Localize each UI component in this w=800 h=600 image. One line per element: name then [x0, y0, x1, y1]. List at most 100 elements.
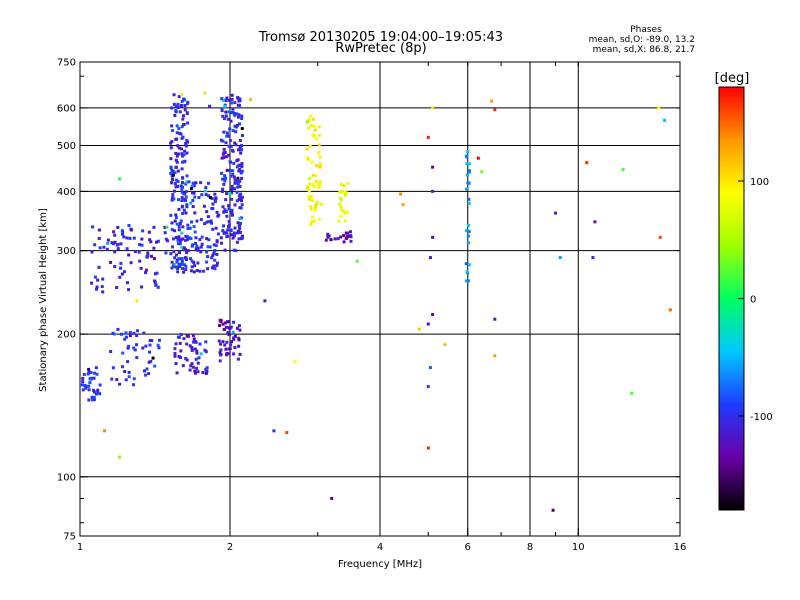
cluster-point — [191, 181, 195, 185]
cluster-point — [144, 271, 148, 275]
chart-title: Tromsø 20130205 19:04:00–19:05:43 — [258, 30, 503, 45]
cluster-point — [80, 383, 84, 387]
cluster-point — [233, 113, 237, 117]
cluster-point — [125, 236, 129, 240]
cluster-point — [184, 144, 188, 148]
cluster-point — [468, 162, 472, 166]
cluster-point — [92, 390, 96, 394]
cluster-point — [324, 238, 328, 242]
cluster-point — [182, 337, 186, 341]
cluster-point — [91, 225, 95, 229]
cluster-point — [317, 217, 321, 221]
cluster-point — [182, 160, 186, 164]
cluster-point — [96, 388, 100, 392]
cluster-point — [223, 104, 227, 108]
cluster-point — [220, 156, 224, 160]
cluster-point — [317, 150, 321, 154]
cluster-point — [181, 185, 185, 189]
scatter-point — [431, 106, 435, 110]
cluster-point — [465, 187, 469, 191]
cluster-point — [236, 221, 240, 225]
cluster-point — [192, 260, 196, 264]
cluster-point — [171, 193, 175, 197]
cluster-point — [149, 240, 153, 244]
cluster-point — [174, 362, 178, 366]
cluster-point — [318, 184, 322, 188]
cluster-point — [199, 181, 203, 185]
cluster-point — [211, 227, 215, 231]
cluster-point — [132, 331, 136, 335]
cluster-point — [314, 174, 318, 178]
cluster-point — [343, 190, 347, 194]
cluster-point — [466, 241, 470, 245]
cluster-point — [225, 131, 229, 135]
cluster-point — [214, 196, 218, 200]
cluster-point — [176, 236, 180, 240]
scatter-point — [593, 220, 597, 224]
cluster-point — [223, 208, 227, 212]
cluster-point — [129, 261, 133, 265]
cluster-point — [237, 197, 241, 201]
cluster-point — [221, 322, 225, 326]
cluster-point — [113, 233, 117, 237]
scatter-point — [431, 312, 435, 316]
cluster-point — [177, 225, 181, 229]
scatter-point — [668, 308, 672, 312]
cluster-point — [169, 141, 173, 145]
cluster-point — [227, 144, 231, 148]
cluster-point — [307, 189, 311, 193]
cluster-point — [342, 234, 346, 238]
cluster-point — [189, 236, 193, 240]
cluster-point — [191, 205, 195, 209]
cluster-point — [230, 233, 234, 237]
cluster-point — [239, 216, 243, 220]
cluster-point — [225, 192, 229, 196]
cluster-point — [174, 236, 178, 240]
cluster-point — [240, 176, 244, 180]
cluster-point — [308, 198, 312, 202]
cluster-point — [116, 327, 120, 331]
cluster-point — [169, 252, 173, 256]
cluster-point — [127, 375, 131, 379]
cluster-point — [208, 245, 212, 249]
cluster-point — [316, 182, 320, 186]
scatter-point — [585, 161, 589, 165]
cluster-point — [172, 102, 176, 106]
cluster-point — [210, 221, 214, 225]
cluster-point — [224, 325, 228, 329]
cluster-point — [204, 367, 208, 371]
cluster-point — [121, 351, 125, 355]
cluster-point — [185, 151, 189, 155]
cluster-point — [311, 198, 315, 202]
cluster-point — [185, 138, 189, 142]
cluster-point — [223, 248, 227, 252]
cluster-point — [237, 194, 241, 198]
cluster-point — [184, 268, 188, 272]
colorbar-label: [deg] — [715, 71, 750, 86]
cluster-point — [176, 198, 180, 202]
cluster-point — [81, 388, 85, 392]
cluster-point — [126, 281, 130, 285]
cluster-point — [175, 124, 179, 128]
cluster-point — [206, 245, 210, 249]
chart-subtitle: RwPretec (8p) — [335, 41, 426, 56]
cluster-point — [349, 239, 353, 243]
cluster-point — [235, 199, 239, 203]
cluster-point — [90, 281, 94, 285]
cluster-point — [94, 366, 98, 370]
x-tick-label: 2 — [227, 542, 233, 553]
cluster-point — [308, 182, 312, 186]
cluster-point — [466, 150, 470, 154]
cluster-point — [163, 231, 167, 235]
cluster-point — [210, 196, 214, 200]
cluster-point — [174, 110, 178, 114]
scatter-point — [426, 322, 430, 326]
cluster-point — [186, 227, 190, 231]
cluster-point — [119, 266, 123, 270]
cluster-point — [174, 213, 178, 217]
cluster-point — [186, 237, 190, 241]
cluster-point — [238, 206, 242, 210]
scatter-point — [591, 256, 595, 260]
cluster-point — [87, 384, 91, 388]
cluster-point — [219, 353, 223, 357]
